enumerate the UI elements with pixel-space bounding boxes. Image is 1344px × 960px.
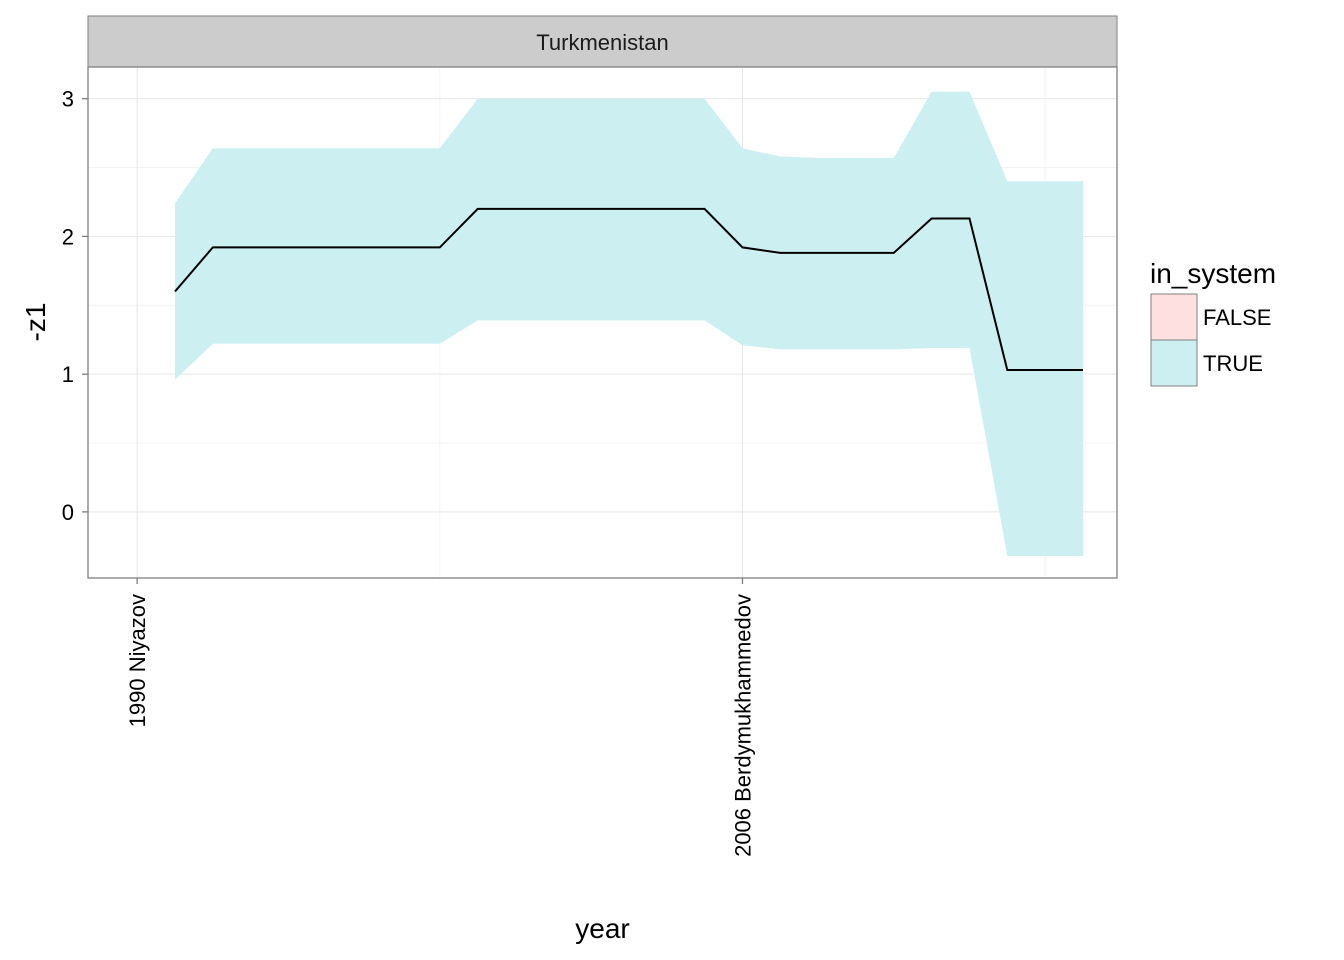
legend-label-false: FALSE	[1203, 305, 1271, 330]
ribbon-true	[175, 91, 1083, 557]
facet-strip-label: Turkmenistan	[536, 30, 668, 55]
legend-key-true	[1150, 339, 1198, 387]
legend: in_system FALSE TRUE	[1150, 258, 1276, 387]
legend-key-false	[1150, 293, 1198, 341]
x-tick-label: 1990 Niyazov	[125, 594, 150, 727]
y-axis-title: -z1	[20, 303, 51, 342]
x-axis: 1990 Niyazov 2006 Berdymukhammedov	[125, 578, 755, 857]
y-tick-label: 1	[62, 362, 74, 387]
legend-entries: FALSE TRUE	[1150, 293, 1271, 387]
line-layer	[174, 207, 1083, 371]
plot-panel-border	[87, 66, 1118, 579]
series-line-true	[174, 207, 1083, 371]
legend-label-true: TRUE	[1203, 351, 1263, 376]
x-tick-label: 2006 Berdymukhammedov	[730, 594, 755, 857]
facet-strip	[87, 15, 1118, 68]
y-tick-label: 0	[62, 500, 74, 525]
y-tick-label: 3	[62, 87, 74, 112]
ribbon-layer	[175, 91, 1083, 557]
x-axis-title: year	[575, 913, 629, 944]
y-axis: 0 1 2 3	[62, 87, 88, 525]
y-tick-label: 2	[62, 224, 74, 249]
legend-title: in_system	[1150, 258, 1276, 289]
